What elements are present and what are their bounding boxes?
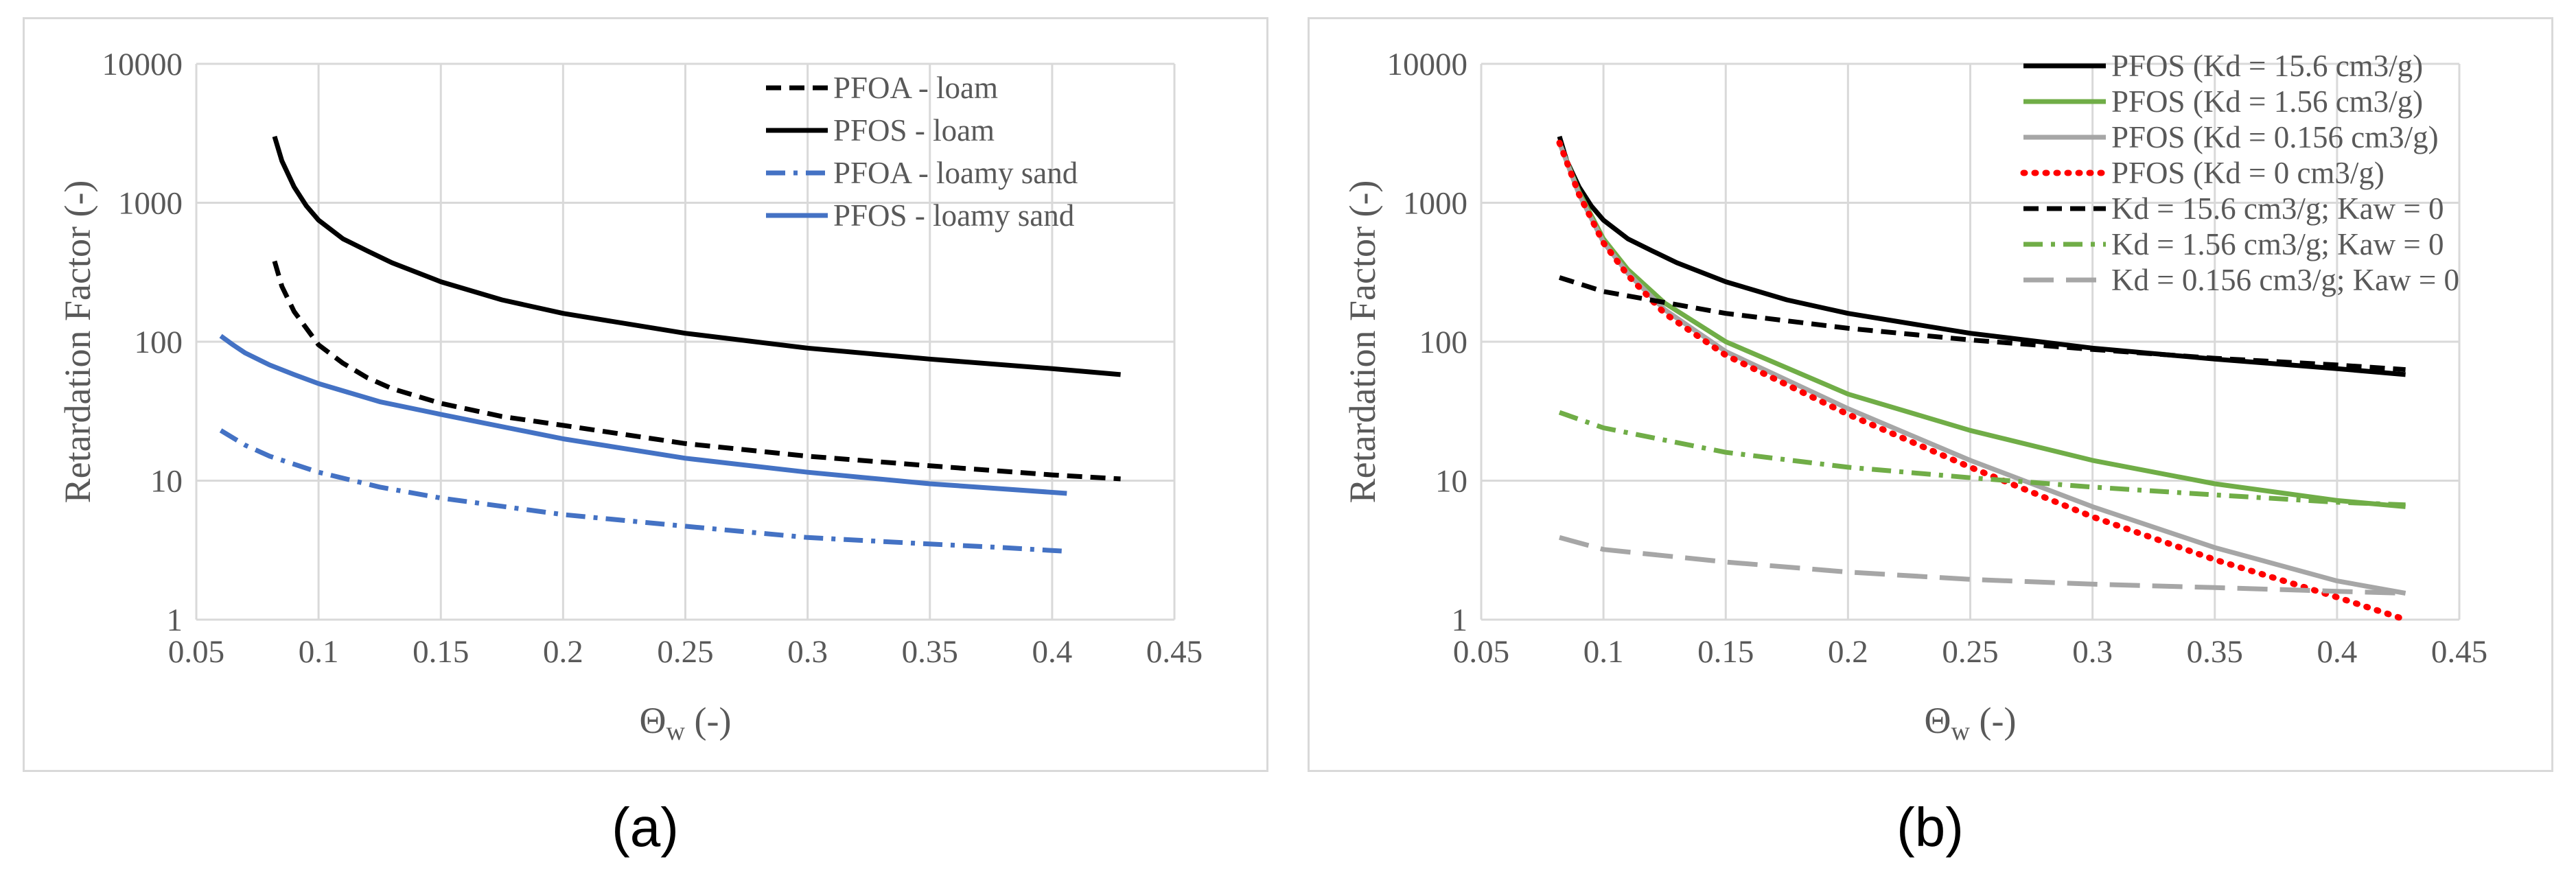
y-tick-label: 10000 — [102, 47, 183, 82]
y-tick-label: 1 — [167, 602, 183, 638]
y-axis-label: Retardation Factor (-) — [57, 180, 98, 504]
x-tick-label: 0.4 — [1032, 634, 1073, 670]
series-line-4 — [219, 333, 1067, 496]
x-tick-label: 0.2 — [1828, 634, 1868, 670]
x-tick-label: 0.2 — [543, 634, 583, 670]
y-tick-label: 1 — [1452, 602, 1468, 638]
gridlines — [195, 62, 1176, 621]
x-tick-label: 0.4 — [2317, 634, 2358, 670]
x-tick-label: 0.3 — [787, 634, 828, 670]
x-tick-label: 0.15 — [413, 634, 469, 670]
x-tick-label: 0.3 — [2072, 634, 2113, 670]
caption-b: (b) — [1896, 797, 1964, 858]
y-tick-label: 10000 — [1387, 47, 1468, 82]
x-tick-label: 0.05 — [1453, 634, 1509, 670]
x-tick-label: 0.45 — [1146, 634, 1203, 670]
x-tick-label: 0.05 — [168, 634, 224, 670]
x-tick-label: 0.1 — [299, 634, 339, 670]
legend-label-4: PFOS (Kd = 0 cm3/g) — [2111, 156, 2384, 190]
chart-a-svg: 0.05 0.1 0.15 0.2 0.25 0.3 0.35 0.4 0.45 1 10 100 10… — [57, 47, 1203, 746]
y-tick-label: 1000 — [1403, 186, 1467, 222]
legend-label-4: PFOS - loamy sand — [833, 198, 1074, 233]
x-tick-label: 0.1 — [1583, 634, 1624, 670]
x-tick-label: 0.25 — [1942, 634, 1998, 670]
caption-a: (a) — [612, 797, 679, 858]
legend-label-1: PFOS (Kd = 15.6 cm3/g) — [2111, 49, 2423, 83]
legend-label-3: PFOA - loamy sand — [833, 156, 1078, 190]
series-line-6 — [1558, 410, 2406, 508]
series-line-1 — [1557, 135, 2406, 377]
gridlines — [1480, 62, 2461, 621]
legend-label-2: PFOS - loam — [833, 113, 995, 148]
series-line-1 — [272, 260, 1121, 482]
series-line-7 — [1559, 535, 2406, 596]
chart-panel-b: 0.05 0.1 0.15 0.2 0.25 0.3 0.35 0.4 0.45 1 10 100 10… — [1308, 17, 2553, 772]
x-tick-label: 0.15 — [1697, 634, 1754, 670]
series-line-3 — [219, 428, 1067, 554]
y-tick-label: 1000 — [118, 186, 183, 222]
x-axis-label: Θw (-) — [1925, 700, 2017, 746]
x-tick-label: 0.35 — [902, 634, 958, 670]
x-tick-label: 0.25 — [657, 634, 713, 670]
chart-panel-a: 0.05 0.1 0.15 0.2 0.25 0.3 0.35 0.4 0.45 1 10 100 10… — [23, 17, 1268, 772]
legend-label-6: Kd = 1.56 cm3/g; Kaw = 0 — [2111, 227, 2444, 261]
y-tick-label: 100 — [135, 325, 183, 360]
y-tick-label: 10 — [150, 464, 183, 500]
y-tick-label: 100 — [1419, 325, 1468, 360]
legend-label-3: PFOS (Kd = 0.156 cm3/g) — [2111, 120, 2439, 154]
legend-label-1: PFOA - loam — [833, 71, 998, 105]
series-line-4 — [1556, 139, 2409, 623]
legend-label-5: Kd = 15.6 cm3/g; Kaw = 0 — [2111, 191, 2444, 226]
y-tick-label: 10 — [1435, 464, 1467, 500]
y-axis-label: Retardation Factor (-) — [1342, 180, 1383, 504]
series-line-2 — [272, 135, 1121, 377]
legend-label-7: Kd = 0.156 cm3/g; Kaw = 0 — [2111, 263, 2459, 297]
chart-b-svg: 0.05 0.1 0.15 0.2 0.25 0.3 0.35 0.4 0.45 1 10 100 10… — [1342, 47, 2487, 746]
legend-label-2: PFOS (Kd = 1.56 cm3/g) — [2111, 84, 2423, 119]
x-axis-label: Θw (-) — [640, 700, 732, 746]
x-tick-label: 0.45 — [2431, 634, 2487, 670]
x-tick-label: 0.35 — [2187, 634, 2243, 670]
